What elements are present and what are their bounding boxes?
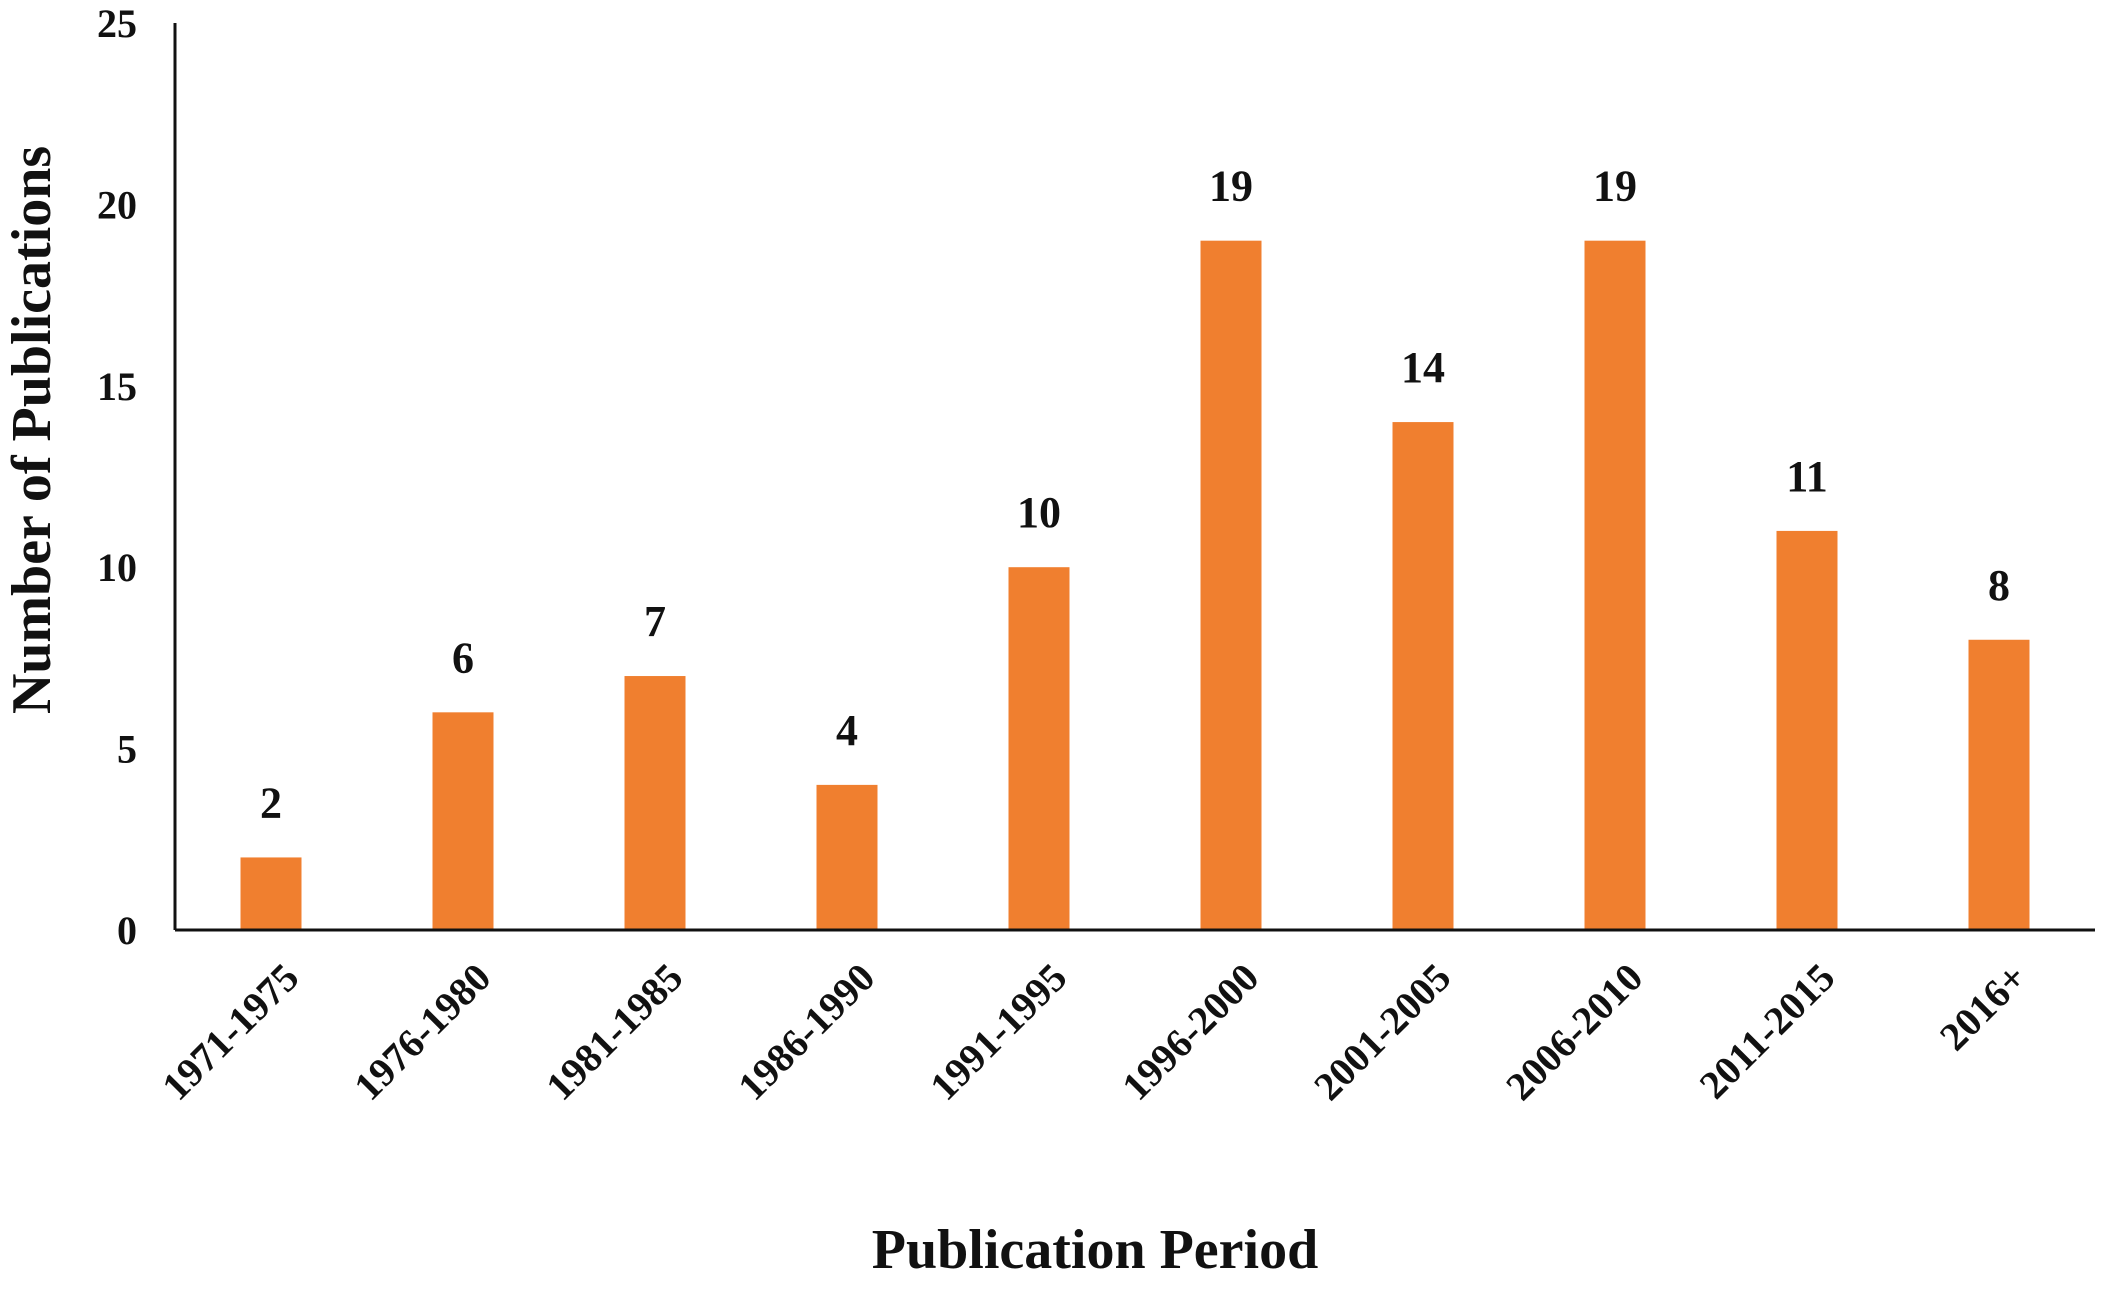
- bar-1981-1985: [624, 676, 686, 930]
- y-axis-title: Number of Publications: [1, 146, 63, 714]
- data-label-1991-1995: 10: [1017, 488, 1061, 537]
- bars-group: [240, 240, 2030, 930]
- x-tick-label-1976-1980: 1976-1980: [345, 955, 499, 1109]
- bar-2016+: [1968, 639, 2030, 930]
- data-label-1996-2000: 19: [1209, 162, 1253, 211]
- bar-2011-2015: [1776, 530, 1838, 930]
- x-tick-label-2016+: 2016+: [1931, 955, 2036, 1060]
- bar-1991-1995: [1008, 567, 1070, 930]
- y-ticks-group: 0 5 10 15 20 25: [97, 1, 137, 953]
- x-tick-label-1991-1995: 1991-1995: [921, 955, 1075, 1109]
- data-label-1981-1985: 7: [644, 597, 666, 646]
- x-tick-label-2001-2005: 2001-2005: [1305, 955, 1459, 1109]
- x-tick-label-1996-2000: 1996-2000: [1113, 955, 1267, 1109]
- bar-1996-2000: [1200, 240, 1262, 930]
- bar-1971-1975: [240, 857, 302, 930]
- y-tick-label-20: 20: [97, 182, 137, 227]
- x-tick-label-2011-2015: 2011-2015: [1691, 955, 1844, 1108]
- x-axis-title: Publication Period: [872, 1219, 1318, 1281]
- y-tick-label-0: 0: [117, 908, 137, 953]
- data-label-2001-2005: 14: [1401, 343, 1445, 392]
- bar-1986-1990: [816, 784, 878, 930]
- y-tick-label-10: 10: [97, 545, 137, 590]
- bar-2006-2010: [1584, 240, 1646, 930]
- data-label-1976-1980: 6: [452, 633, 474, 682]
- bar-1976-1980: [432, 712, 494, 930]
- x-tick-label-1981-1985: 1981-1985: [537, 955, 691, 1109]
- y-tick-label-25: 25: [97, 1, 137, 46]
- y-tick-label-15: 15: [97, 364, 137, 409]
- data-label-1986-1990: 4: [836, 706, 858, 755]
- data-label-2006-2010: 19: [1593, 162, 1637, 211]
- x-tick-label-2006-2010: 2006-2010: [1497, 955, 1651, 1109]
- data-label-2016+: 8: [1988, 561, 2010, 610]
- x-tick-label-1986-1990: 1986-1990: [729, 955, 883, 1109]
- bar-2001-2005: [1392, 422, 1454, 930]
- y-tick-label-5: 5: [117, 727, 137, 772]
- data-labels-group: 2 6 7 4 10 19 14 19 11 8: [260, 162, 2010, 828]
- data-label-2011-2015: 11: [1786, 452, 1828, 501]
- x-tick-label-1971-1975: 1971-1975: [153, 955, 307, 1109]
- x-ticks-group: 1971-1975 1976-1980 1981-1985 1986-1990 1991…: [153, 955, 2035, 1109]
- data-label-1971-1975: 2: [260, 778, 282, 827]
